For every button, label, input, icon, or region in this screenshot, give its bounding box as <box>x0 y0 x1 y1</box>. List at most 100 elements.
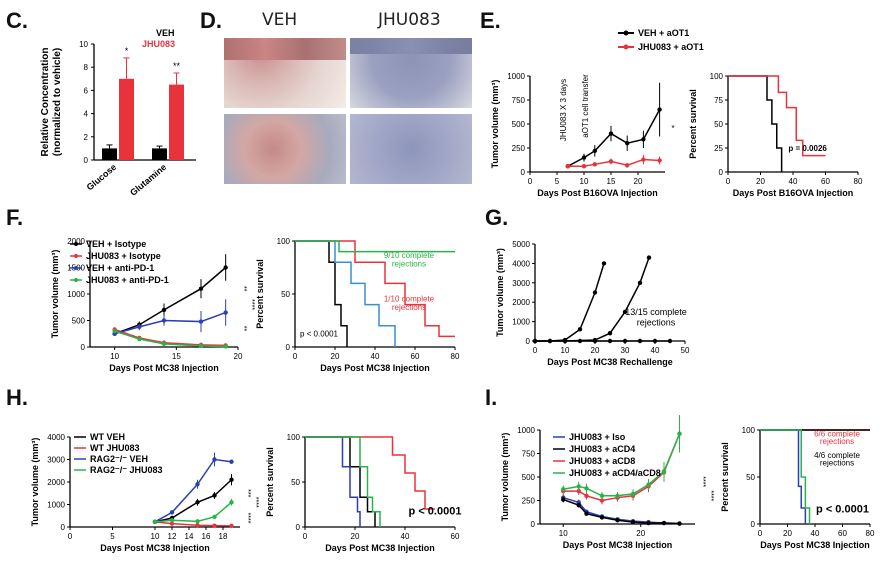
x-tick-label: 80 <box>451 352 460 361</box>
annotation: rejections <box>392 303 426 312</box>
x-tick-label: 20 <box>636 529 645 538</box>
data-point <box>212 523 217 528</box>
x-tick-label: 0 <box>528 177 533 186</box>
x-tick-label: 20 <box>783 529 792 538</box>
x-tick-label: 20 <box>234 352 243 361</box>
legend-entry: VEH + aOT1 <box>638 28 689 38</box>
annotation: rejections <box>392 259 426 268</box>
chart-i1: 0 250 500 750 1000 10 20 Days Post MC38 Injecti… <box>500 414 714 550</box>
chart-e1: 0 250 500 750 1000 0 5 10 15 20 Days Post B16OVA I… <box>490 28 704 198</box>
data-point <box>576 503 581 508</box>
data-point <box>592 162 597 167</box>
legend-entry: JHU083 + aCD4 <box>569 444 635 454</box>
data-point <box>592 338 598 344</box>
x-tick-label: 40 <box>371 352 380 361</box>
annotation: rejections <box>637 317 676 327</box>
y-axis-label: Tumor volume (mm³) <box>50 250 60 339</box>
data-point <box>607 338 613 344</box>
micrograph-veh-caption: VEH <box>262 10 298 30</box>
significance-mark: ** <box>240 286 247 292</box>
micrograph-veh-top <box>224 38 346 108</box>
y-tick-label: 500 <box>522 473 536 482</box>
data-point <box>229 477 234 482</box>
data-point <box>646 255 652 260</box>
y-tick-label: 2 <box>84 133 89 142</box>
significance-mark: **** <box>699 476 706 487</box>
data-point <box>592 290 598 295</box>
x-tick-label: 40 <box>651 346 660 355</box>
y-axis-label: Tumor volume (mm³) <box>490 80 500 169</box>
y-tick-label: 1000 <box>67 290 85 299</box>
panel-label-f: F. <box>6 205 24 230</box>
series-line <box>728 75 826 157</box>
data-point <box>532 338 538 344</box>
data-point <box>661 469 667 474</box>
annotation: 13/15 complete <box>625 307 687 317</box>
data-point <box>599 498 605 503</box>
x-axis-label: Days Post B16OVA Injection <box>733 188 854 198</box>
chart-h2: 0 50 100 0 20 40 60 Days Post MC38 Injection Per… <box>265 433 461 553</box>
x-tick-label: 20 <box>634 177 643 186</box>
legend-entry: JHU083 <box>142 39 175 49</box>
annotation: rejections <box>820 437 854 446</box>
legend-entry: JHU083 + Isotype <box>86 251 161 261</box>
x-tick-label: Glucose <box>85 162 119 192</box>
x-tick-label: 0 <box>68 532 73 541</box>
x-tick-label: 0 <box>303 532 308 541</box>
y-tick-label: 50 <box>281 290 290 299</box>
x-tick-label: 40 <box>789 177 798 186</box>
data-point <box>223 310 228 315</box>
annotation: aOT1 cell transfer <box>581 74 590 138</box>
x-axis-label: Days Post MC38 Injection <box>325 543 435 553</box>
chart-f2: 0 50 100 0 20 40 60 80 Days Post MC38 Injection P… <box>255 237 460 373</box>
significance-mark: ** <box>173 61 181 71</box>
legend-marker <box>74 242 78 246</box>
x-tick-label: 20 <box>756 177 765 186</box>
x-tick-label: 60 <box>838 529 847 538</box>
y-tick-label: 75 <box>714 96 723 105</box>
y-tick-label: 500 <box>512 120 526 129</box>
data-point <box>646 520 651 526</box>
series-line <box>305 436 435 510</box>
significance-mark: ** <box>240 326 247 332</box>
series-line <box>114 328 226 347</box>
p-value: p < 0.0001 <box>300 329 339 338</box>
x-tick-label: 20 <box>351 532 360 541</box>
legend-marker <box>74 266 78 270</box>
data-point <box>565 164 570 169</box>
y-tick-label: 4 <box>84 110 89 119</box>
y-tick-label: 250 <box>512 144 526 153</box>
annotation: 9/10 complete <box>384 251 435 260</box>
micrograph-jhu-caption: JHU083 <box>378 10 441 30</box>
bar <box>119 78 134 160</box>
y-tick-label: 2000 <box>67 237 85 246</box>
x-tick-label: 0 <box>293 352 298 361</box>
x-tick-label: 40 <box>811 529 820 538</box>
panel-label-h: H. <box>6 385 28 410</box>
data-point <box>641 137 646 142</box>
data-point <box>562 338 568 344</box>
y-tick-label: 100 <box>287 433 301 442</box>
x-tick-label: 60 <box>411 352 420 361</box>
y-axis-label: Tumor volume (mm³) <box>495 248 505 337</box>
data-point <box>607 331 613 336</box>
data-point <box>212 457 217 462</box>
legend-entry: WT JHU083 <box>90 443 140 453</box>
data-point <box>169 521 175 526</box>
x-tick-label: Glutamine <box>128 162 168 198</box>
data-point <box>577 327 583 332</box>
annotation: 6/6 complete <box>814 430 860 439</box>
data-point <box>584 511 589 516</box>
y-tick-label: 1000 <box>47 501 65 510</box>
data-point <box>630 491 636 497</box>
x-axis-label: Days Post B16OVA Injection <box>537 188 658 198</box>
series-line <box>295 240 348 347</box>
data-point <box>661 520 667 526</box>
p-value: p = 0.0026 <box>788 144 827 153</box>
y-tick-label: 2000 <box>512 298 530 307</box>
data-point <box>608 131 614 136</box>
y-axis-label: Percent survival <box>688 89 698 159</box>
series-line <box>295 240 396 347</box>
bar <box>102 148 117 160</box>
